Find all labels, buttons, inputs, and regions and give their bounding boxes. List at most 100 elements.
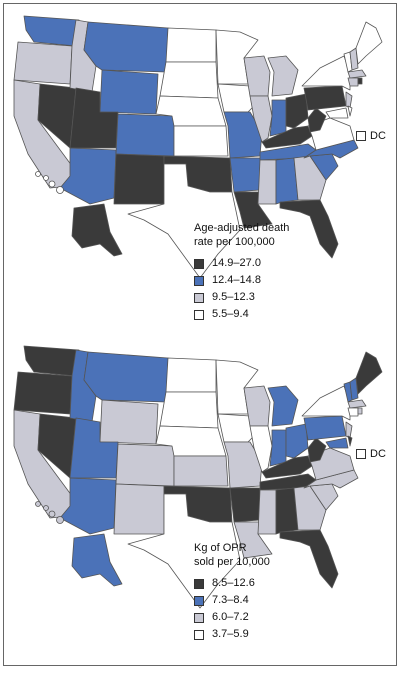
legend-item: 9.5–12.3 xyxy=(194,290,289,307)
state-IN xyxy=(269,429,287,467)
legend-item: 3.7–5.9 xyxy=(194,627,270,644)
legend-item: 6.0–7.2 xyxy=(194,610,270,627)
state-AR xyxy=(229,487,261,523)
dc-label: DC xyxy=(370,448,386,460)
death-rate-map-svg xyxy=(13,15,383,279)
legend-label: 12.4–14.8 xyxy=(212,274,261,287)
legend-swatch xyxy=(194,596,204,606)
state-WA xyxy=(23,15,80,47)
state-FL xyxy=(279,529,339,589)
state-SD xyxy=(159,61,219,99)
state-NM xyxy=(113,153,165,205)
state-OH xyxy=(285,93,309,129)
state-MS xyxy=(257,159,277,205)
legend-swatch xyxy=(194,259,204,269)
death-rate-legend: Age-adjusted death rate per 100,000 14.9… xyxy=(194,222,289,324)
state-FL xyxy=(279,199,339,259)
legend-label: 7.3–8.4 xyxy=(212,594,249,607)
legend-item: 14.9–27.0 xyxy=(194,256,289,273)
state-SD xyxy=(159,391,219,429)
legend-swatch xyxy=(194,310,204,320)
state-AL xyxy=(275,157,299,205)
legend-label: 9.5–12.3 xyxy=(212,291,255,304)
dc-indicator: DC xyxy=(356,130,386,142)
dc-swatch xyxy=(356,449,366,459)
legend-label: 3.7–5.9 xyxy=(212,628,249,641)
state-ME xyxy=(355,21,383,65)
state-ME xyxy=(355,351,383,395)
state-MS xyxy=(257,489,277,535)
state-OH xyxy=(285,423,309,459)
state-TX xyxy=(127,493,241,609)
state-MD xyxy=(325,107,349,119)
legend-title: Age-adjusted death rate per 100,000 xyxy=(194,222,289,250)
state-MD xyxy=(325,437,349,449)
state-HI xyxy=(35,171,64,194)
legend-label: 6.0–7.2 xyxy=(212,611,249,624)
state-OR xyxy=(13,371,73,415)
state-OR xyxy=(13,41,73,85)
legend-item: 5.5–9.4 xyxy=(194,307,289,324)
state-WA xyxy=(23,345,80,377)
state-WY xyxy=(99,399,159,445)
opr-sales-legend: Kg of OPR sold per 10,000 8.5–12.6 7.3–8… xyxy=(194,542,270,644)
state-ND xyxy=(165,27,217,63)
state-NJ xyxy=(345,91,353,109)
state-NY xyxy=(301,385,351,421)
state-IL xyxy=(249,425,273,473)
state-KS xyxy=(173,125,229,157)
legend-swatch xyxy=(194,579,204,589)
state-AK xyxy=(71,203,123,257)
state-MI xyxy=(267,385,299,427)
legend-swatch xyxy=(194,613,204,623)
state-MA xyxy=(347,69,367,79)
legend-title-line-1: Age-adjusted death xyxy=(194,222,290,234)
legend-swatch xyxy=(194,293,204,303)
state-NH xyxy=(349,377,359,401)
legend-title: Kg of OPR sold per 10,000 xyxy=(194,542,270,570)
legend-swatch xyxy=(194,630,204,640)
state-MT xyxy=(83,351,169,403)
state-AR xyxy=(229,157,261,193)
state-TX xyxy=(127,163,241,279)
state-CT xyxy=(347,407,359,417)
state-MT xyxy=(83,21,169,73)
state-CO xyxy=(115,443,175,487)
figure-frame: DC Age-adjusted death rate per 100,000 1… xyxy=(3,3,397,666)
opr-sales-map-svg xyxy=(13,345,383,609)
state-ND xyxy=(165,357,217,393)
legend-label: 8.5–12.6 xyxy=(212,577,255,590)
state-MI xyxy=(267,55,299,97)
state-AK xyxy=(71,533,123,587)
state-CO xyxy=(115,113,175,157)
state-AL xyxy=(275,487,299,535)
state-WY xyxy=(99,69,159,115)
legend-label: 5.5–9.4 xyxy=(212,308,249,321)
state-DE xyxy=(347,105,353,117)
dc-swatch xyxy=(356,131,366,141)
legend-label: 14.9–27.0 xyxy=(212,257,261,270)
opr-sales-map: DC Kg of OPR sold per 10,000 8.5–12.6 7.… xyxy=(4,338,398,663)
legend-title-line-2: rate per 100,000 xyxy=(194,235,275,248)
state-NM xyxy=(113,483,165,535)
state-DE xyxy=(347,435,353,447)
state-NH xyxy=(349,47,359,71)
state-RI xyxy=(357,77,363,85)
state-MA xyxy=(347,399,367,409)
death-rate-map: DC Age-adjusted death rate per 100,000 1… xyxy=(4,8,398,338)
state-CT xyxy=(347,77,359,87)
legend-swatch xyxy=(194,276,204,286)
state-HI xyxy=(35,501,64,524)
state-PA xyxy=(303,85,347,111)
state-RI xyxy=(357,407,363,415)
legend-item: 8.5–12.6 xyxy=(194,576,270,593)
legend-title-line-2: sold per 10,000 xyxy=(194,555,270,568)
dc-label: DC xyxy=(370,130,386,142)
state-NJ xyxy=(345,421,353,439)
legend-title-line-1: Kg of OPR xyxy=(194,542,247,554)
state-IN xyxy=(269,99,287,137)
dc-indicator: DC xyxy=(356,448,386,460)
state-NY xyxy=(301,55,351,91)
state-PA xyxy=(303,415,347,441)
state-IL xyxy=(249,95,273,143)
